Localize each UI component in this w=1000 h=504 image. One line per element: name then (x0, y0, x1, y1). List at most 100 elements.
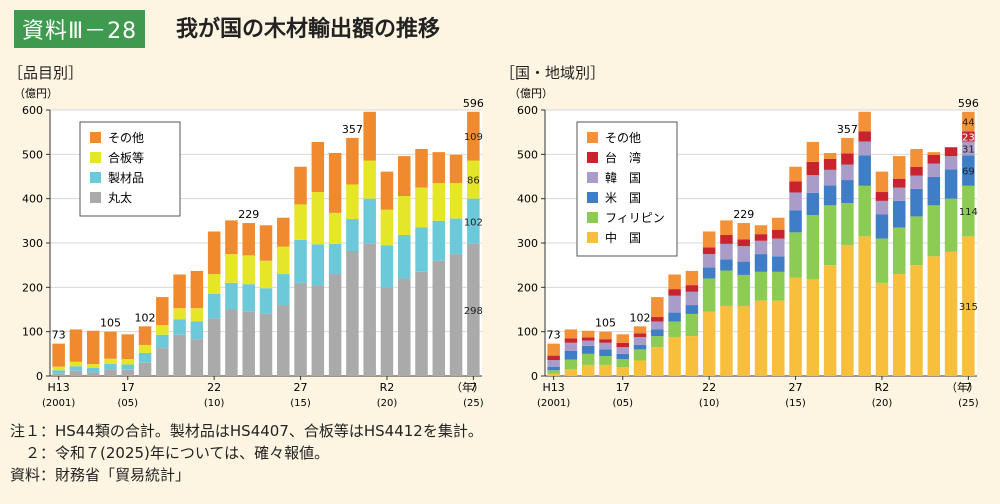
legend-swatch (587, 192, 598, 203)
chart-by-item: （億円） 0 100 200 300 400 500 600 73 105 102 229 357 596… (14, 87, 484, 409)
bar-segment-韓国 (564, 342, 578, 351)
y-tick-label: 200 (517, 281, 538, 294)
bar-segment-フィリピン (633, 349, 647, 361)
bar-segment-米国 (754, 254, 768, 272)
bar-segment-米国 (858, 155, 871, 186)
bar-segment-その他 (910, 149, 923, 167)
bar-segment-中国 (599, 364, 612, 376)
bar-segment-丸太 (467, 243, 480, 376)
bar-segment-フィリピン (564, 359, 578, 370)
x-axis-unit: （年） (946, 380, 979, 394)
bar-segment-中国 (633, 360, 647, 376)
bar-segment-その他 (86, 330, 100, 365)
bar-segment-丸太 (294, 282, 307, 376)
y-tick-label: 300 (517, 237, 538, 250)
bar-segment-その他 (633, 326, 647, 334)
segment-label: 315 (959, 302, 978, 313)
bar-segment-韓国 (651, 321, 664, 330)
bar-segment-その他 (668, 274, 681, 290)
bar-segment-丸太 (156, 348, 169, 376)
bar-segment-その他 (927, 152, 941, 155)
legend-label: その他 (108, 131, 144, 145)
bar-segment-中国 (858, 236, 871, 376)
bar-segment-その他 (841, 137, 854, 154)
bar-segment-製材品 (311, 244, 325, 286)
bar-segment-米国 (599, 349, 612, 357)
bar-segment-その他 (363, 111, 376, 161)
notes: 注１：HS44類の合計。製材品はHS4407、合板等はHS4412を集計。 ２：… (10, 420, 483, 486)
bar-segment-米国 (927, 176, 941, 206)
bar-segment-その他 (564, 329, 578, 339)
bar-segment-丸太 (259, 313, 273, 376)
bar-segment-丸太 (138, 362, 152, 376)
bar-segment-フィリピン (841, 203, 854, 246)
legend-swatch (90, 132, 101, 143)
segment-label: 23 (962, 132, 975, 143)
x-tick-label-sub: (10) (699, 398, 720, 409)
bar-segment-合板等 (156, 325, 169, 335)
total-label: 357 (837, 123, 858, 136)
bar-segment-中国 (944, 251, 958, 376)
bar-segment-合板等 (328, 212, 342, 244)
bar-segment-その他 (754, 225, 768, 235)
legend-label: 米 国 (605, 191, 641, 205)
bar-segment-中国 (547, 373, 560, 376)
x-tick-label-sub: (15) (785, 398, 806, 409)
bar-segment-台湾 (892, 178, 906, 188)
bar-segment-韓国 (772, 238, 785, 257)
bar-segment-その他 (547, 343, 560, 356)
x-tick-label-sub: (15) (290, 398, 311, 409)
x-axis-unit: （年） (451, 380, 484, 394)
bar-segment-合板等 (277, 246, 290, 275)
x-tick-label: 27 (294, 381, 308, 394)
bar-segment-合板等 (415, 187, 428, 228)
bar-segment-米国 (702, 267, 716, 279)
bar-segment-その他 (702, 231, 716, 248)
bar-segment-韓国 (685, 291, 699, 306)
bar-segment-韓国 (789, 192, 802, 211)
bar-segment-韓国 (892, 187, 906, 201)
bar-segment-その他 (121, 334, 135, 360)
x-tick-label: R2 (380, 381, 395, 394)
bar-segment-フィリピン (927, 205, 941, 257)
total-label: 73 (52, 329, 66, 342)
legend-label: 韓 国 (605, 171, 641, 185)
bar-segment-製材品 (121, 364, 135, 370)
bar-segment-中国 (772, 300, 785, 376)
x-tick-label: 22 (702, 381, 716, 394)
bar-segment-台湾 (737, 239, 750, 247)
bar-segment-その他 (875, 171, 889, 193)
bar-segment-合板等 (397, 196, 411, 236)
bar-segment-台湾 (547, 355, 560, 361)
bar-segment-その他 (225, 220, 238, 255)
bar-segment-製材品 (138, 352, 152, 363)
bar-segment-米国 (772, 256, 785, 272)
bar-segment-台湾 (651, 317, 664, 322)
legend-label: 中 国 (605, 230, 641, 245)
bar-segment-合板等 (52, 366, 65, 371)
bar-segment-合板等 (138, 344, 152, 353)
bar-segment-台湾 (720, 235, 733, 244)
bar-segment-台湾 (616, 342, 630, 348)
x-tick-label: 7 (965, 381, 972, 394)
segment-label: 102 (464, 217, 483, 228)
bar-segment-中国 (668, 336, 681, 376)
bar-segment-製材品 (86, 368, 100, 373)
note-2: ２：令和７(2025)年については、確々報値。 (10, 444, 330, 462)
bar-segment-丸太 (86, 372, 100, 376)
bar-segment-丸太 (363, 243, 376, 376)
bar-segment-その他 (138, 326, 152, 345)
bar-segment-その他 (599, 331, 612, 340)
bar-segment-製材品 (467, 198, 480, 244)
bar-segment-フィリピン (910, 216, 923, 266)
bar-segment-その他 (962, 111, 975, 132)
bar-segment-丸太 (225, 309, 238, 376)
bar-segment-フィリピン (599, 356, 612, 365)
bar-segment-製材品 (449, 218, 463, 255)
bar-segment-台湾 (564, 338, 578, 343)
bar-segment-合板等 (69, 361, 83, 367)
bar-segment-その他 (52, 343, 65, 367)
bar-segment-中国 (685, 336, 699, 376)
bar-segment-韓国 (547, 360, 560, 367)
bar-segment-その他 (277, 217, 290, 247)
